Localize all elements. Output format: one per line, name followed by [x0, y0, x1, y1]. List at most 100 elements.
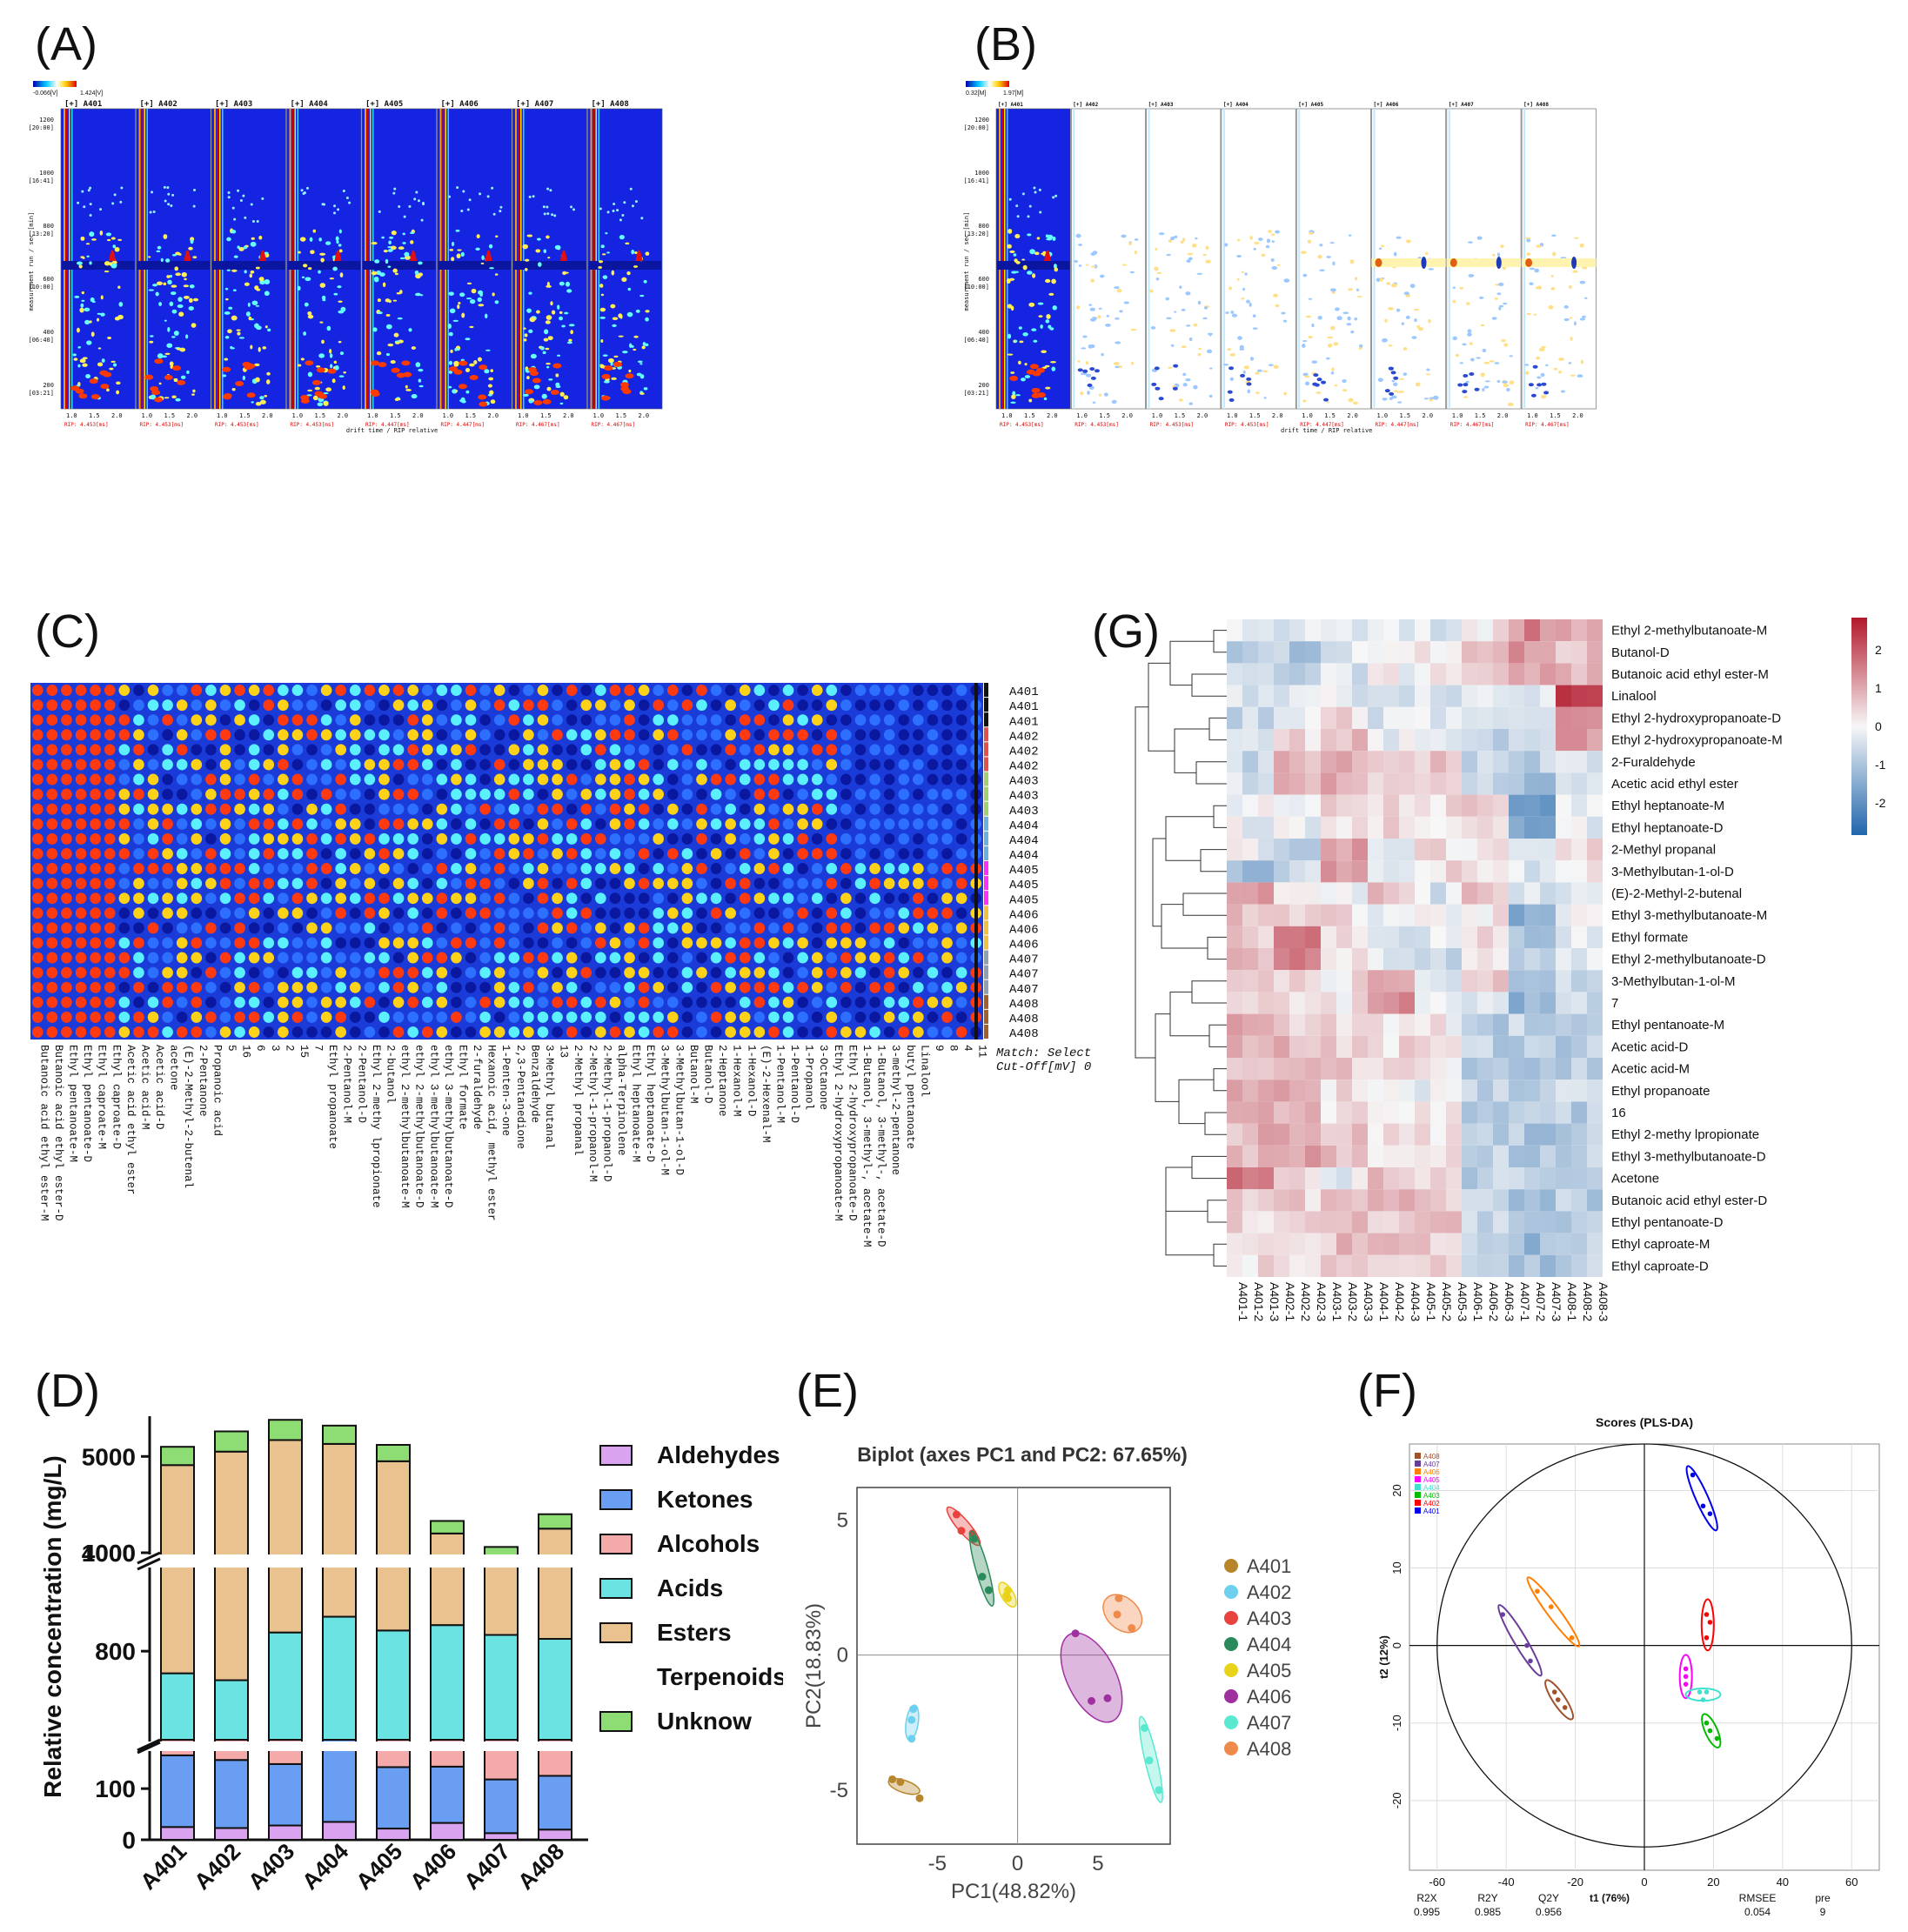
heatmap-cell [1571, 948, 1587, 971]
heatmap-cell [1556, 729, 1571, 752]
heatmap-col-label: A404-3 [1409, 1282, 1423, 1321]
gallery-cell [364, 922, 376, 934]
sample-tab-label: [+] A401 [64, 100, 102, 109]
gallery-cell [854, 744, 867, 756]
heatmap-cell [1493, 948, 1509, 971]
heatmap-cell [1415, 948, 1430, 971]
heatmap-cell [1571, 706, 1587, 729]
signal-spot [188, 246, 193, 251]
signal-spot [337, 285, 342, 289]
signal-spot [572, 208, 576, 211]
signal-spot [1028, 302, 1035, 307]
signal-spot [1013, 253, 1017, 257]
signal-spot [90, 331, 95, 338]
gallery-cell [46, 773, 58, 786]
heatmap-cell [1477, 1189, 1493, 1212]
signal-spot [450, 349, 453, 353]
rip-line [289, 109, 291, 409]
rip-label: RIP: 4.453[ms] [64, 422, 109, 428]
gallery-cell [263, 744, 275, 756]
signal-spot [154, 358, 164, 364]
difference-spot [1541, 345, 1546, 349]
gallery-cell [854, 892, 867, 905]
signal-spot [81, 190, 84, 193]
gallery-cell [782, 773, 794, 786]
heatmap-cell [1415, 1035, 1430, 1058]
heatmap-cell [1321, 1035, 1336, 1058]
bar-segment-aldehydes [322, 1821, 357, 1842]
heatmap-cell [1556, 992, 1571, 1014]
difference-spot [1469, 342, 1473, 345]
row-color-marker [984, 876, 988, 891]
signal-spot [1054, 267, 1059, 272]
gallery-column-label: Butanol-D [701, 1045, 713, 1104]
difference-spot [1326, 357, 1330, 360]
gallery-column-label: 1-Penten-3-one [499, 1045, 512, 1136]
gallery-cell [407, 685, 418, 697]
gallery-cell [248, 714, 260, 726]
heatmap-cell [1540, 839, 1556, 861]
rip-line [66, 109, 68, 409]
legend-swatch-acids [599, 1578, 633, 1599]
heatmap-cell [1258, 641, 1274, 664]
gallery-cell [493, 818, 505, 830]
gallery-cell [176, 714, 188, 726]
x-tick-label: A405 [351, 1838, 407, 1895]
gallery-cell [898, 729, 910, 741]
heatmap-cell [1305, 839, 1321, 861]
gallery-cell [349, 922, 361, 934]
rip-line [1073, 109, 1075, 409]
signal-spot [247, 302, 251, 307]
difference-spot [1377, 378, 1383, 383]
heatmap-cell [1493, 904, 1509, 926]
heatmap-cell [1571, 1254, 1587, 1277]
heatmap-cell [1242, 1254, 1258, 1277]
gallery-column-label: ethyl 2-methylbutanoate-M [398, 1045, 411, 1208]
heatmap-cell [1242, 970, 1258, 993]
difference-spot [1155, 277, 1160, 281]
gallery-cell [624, 847, 635, 859]
signal-spot [222, 374, 227, 378]
gallery-cell [234, 699, 245, 712]
gallery-cell [320, 685, 332, 697]
difference-spot [1252, 314, 1256, 318]
signal-spot [635, 309, 640, 313]
gallery-cell [696, 773, 707, 786]
gallery-cell [681, 937, 693, 949]
difference-spot [1502, 380, 1509, 384]
heatmap-cell [1399, 839, 1415, 861]
gallery-cell [710, 892, 722, 905]
heatmap-cell [1305, 729, 1321, 752]
gallery-cell [191, 788, 203, 800]
signal-spot [82, 363, 88, 367]
gallery-cell [725, 907, 736, 919]
signal-spot [420, 218, 424, 222]
difference-spot [1416, 324, 1421, 329]
signal-spot [533, 399, 543, 405]
gallery-cell [407, 773, 418, 786]
heatmap-cell [1509, 685, 1524, 707]
gallery-cell [493, 832, 505, 845]
signal-spot [422, 203, 425, 206]
gallery-cell [90, 937, 101, 949]
gallery-cell [840, 714, 852, 726]
gallery-cell [840, 952, 852, 964]
signal-spot [224, 287, 229, 291]
signal-spot [307, 267, 312, 271]
heatmap-cell [1336, 619, 1352, 642]
signal-spot [633, 335, 639, 338]
heatmap-cell [1368, 970, 1383, 993]
gallery-cell [768, 878, 780, 890]
difference-spot [1533, 313, 1537, 316]
heatmap-cell [1258, 1145, 1274, 1167]
gallery-cell [31, 759, 44, 771]
gallery-cell [278, 832, 289, 845]
heatmap-cell [1540, 1189, 1556, 1212]
heatmap-cell [1524, 839, 1540, 861]
heatmap-cell [1368, 1167, 1383, 1190]
heatmap-cell [1556, 1123, 1571, 1146]
gallery-cell [147, 952, 159, 964]
difference-spot [1411, 336, 1417, 339]
difference-spot [1530, 393, 1536, 398]
heatmap-cell [1227, 1013, 1242, 1036]
